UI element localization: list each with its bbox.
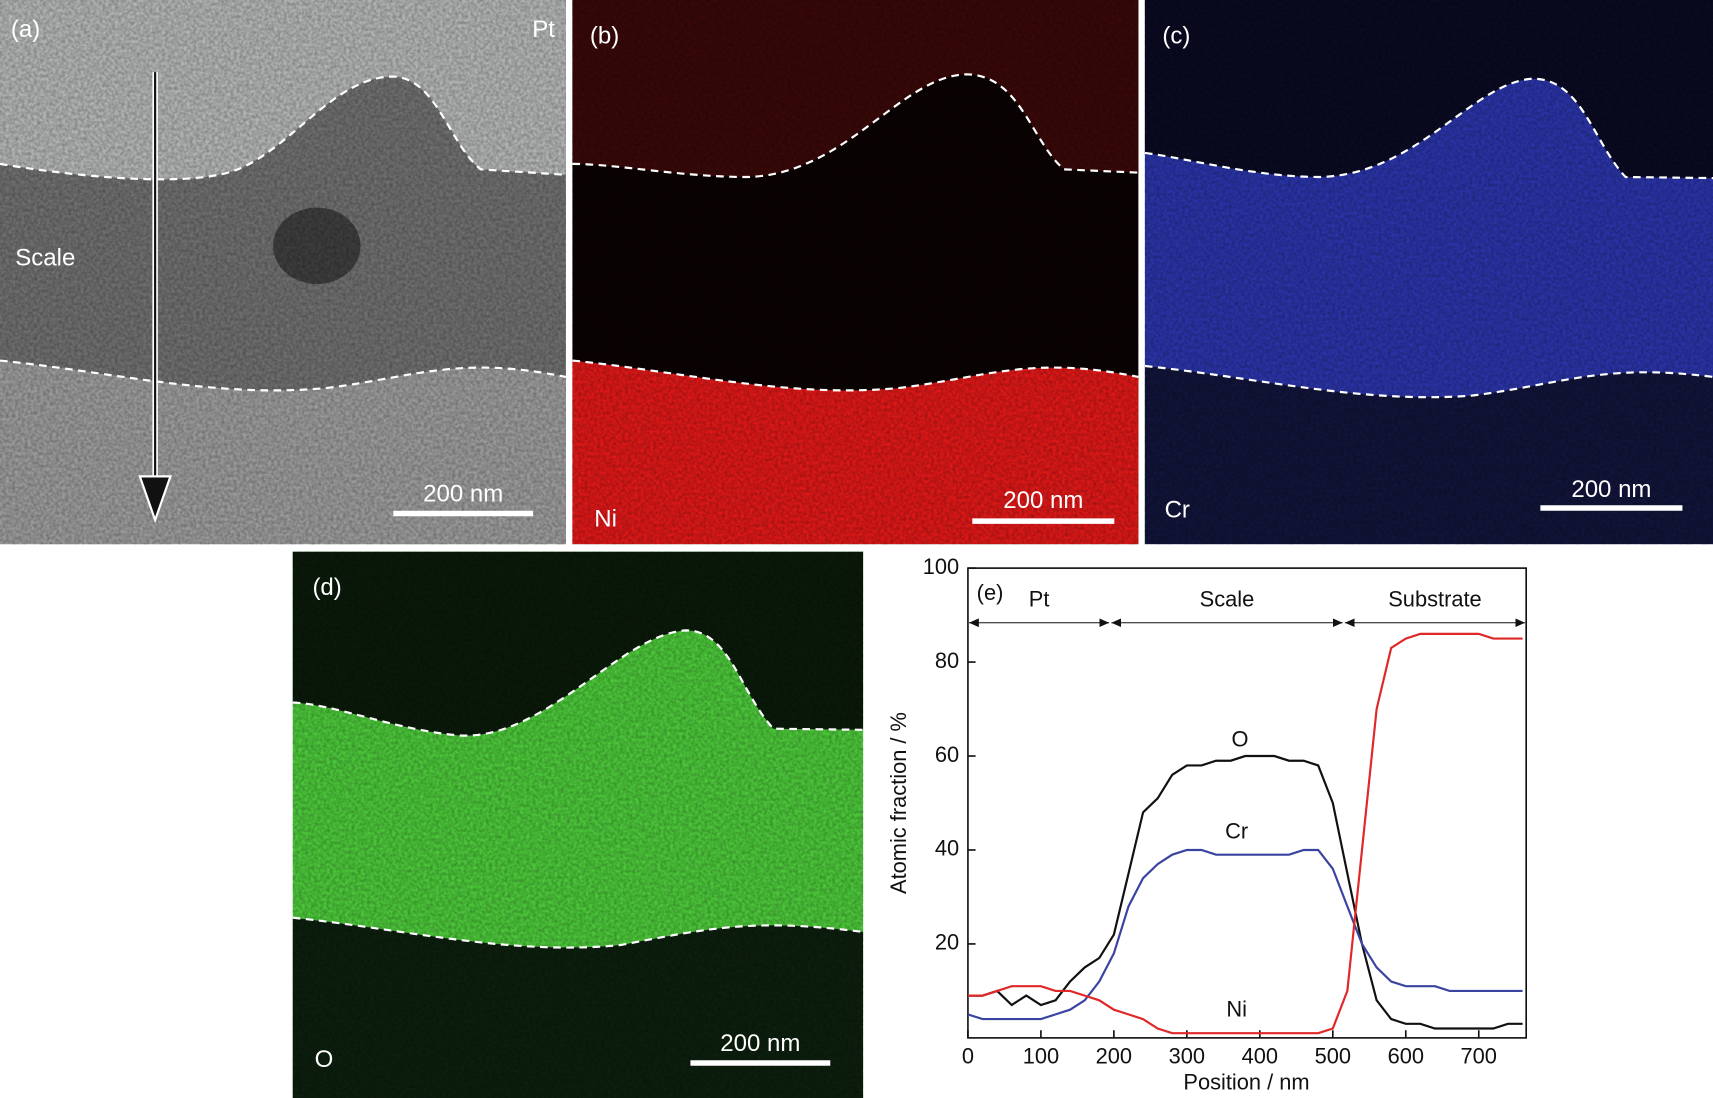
panel-label: (b) (590, 23, 619, 50)
element-label: O (315, 1046, 334, 1073)
region-label: Scale (1200, 587, 1255, 612)
element-label: Cr (1165, 497, 1190, 524)
chart: (e) Position / nm Atomic fraction / % 0 1… (886, 554, 1528, 1095)
x-tick-label: 0 (962, 1043, 974, 1068)
series-label: O (1231, 726, 1248, 751)
panel-c: (c) Cr 200 nm (1144, 0, 1713, 545)
layer-label: Scale (15, 244, 75, 271)
panel-b: (b) Ni 200 nm (572, 0, 1139, 545)
data-line (967, 632, 1523, 1035)
scale-bar-label: 200 nm (1003, 487, 1083, 514)
y-tick-label: 80 (935, 648, 959, 673)
panel-label: (c) (1162, 23, 1190, 50)
data-line (967, 848, 1523, 1021)
x-tick-label: 200 (1096, 1043, 1132, 1068)
y-tick-label: 20 (935, 930, 959, 955)
panel-a: (a) Pt Scale 200 nm (0, 0, 567, 545)
x-tick-label: 100 (1023, 1043, 1059, 1068)
x-tick-label: 400 (1242, 1043, 1278, 1068)
panel-d: (d) O 200 nm (292, 551, 864, 1098)
y-axis-label: Atomic fraction / % (886, 712, 911, 894)
x-tick-label: 700 (1461, 1043, 1497, 1068)
y-tick-label: 100 (923, 554, 959, 579)
y-tick-label: 40 (935, 836, 959, 861)
panel-label: (e) (977, 580, 1004, 605)
scale-bar-label: 200 nm (423, 480, 503, 507)
series-label: Cr (1225, 818, 1248, 843)
x-tick-label: 300 (1169, 1043, 1205, 1068)
layer-label: Pt (532, 16, 555, 43)
data-line (967, 754, 1523, 1030)
region-label: Substrate (1388, 587, 1481, 612)
element-label: Ni (594, 505, 617, 532)
region-label: Pt (1029, 587, 1050, 612)
x-tick-label: 500 (1315, 1043, 1351, 1068)
series-label: Ni (1226, 996, 1247, 1021)
panel-label: (d) (312, 574, 341, 601)
y-tick-label: 60 (935, 742, 959, 767)
panel-label: (a) (11, 16, 40, 43)
x-axis-label: Position / nm (1183, 1070, 1309, 1095)
scale-bar-label: 200 nm (1571, 476, 1651, 503)
scale-bar-label: 200 nm (720, 1030, 800, 1057)
x-tick-label: 600 (1388, 1043, 1424, 1068)
plot-frame (967, 567, 1528, 1039)
